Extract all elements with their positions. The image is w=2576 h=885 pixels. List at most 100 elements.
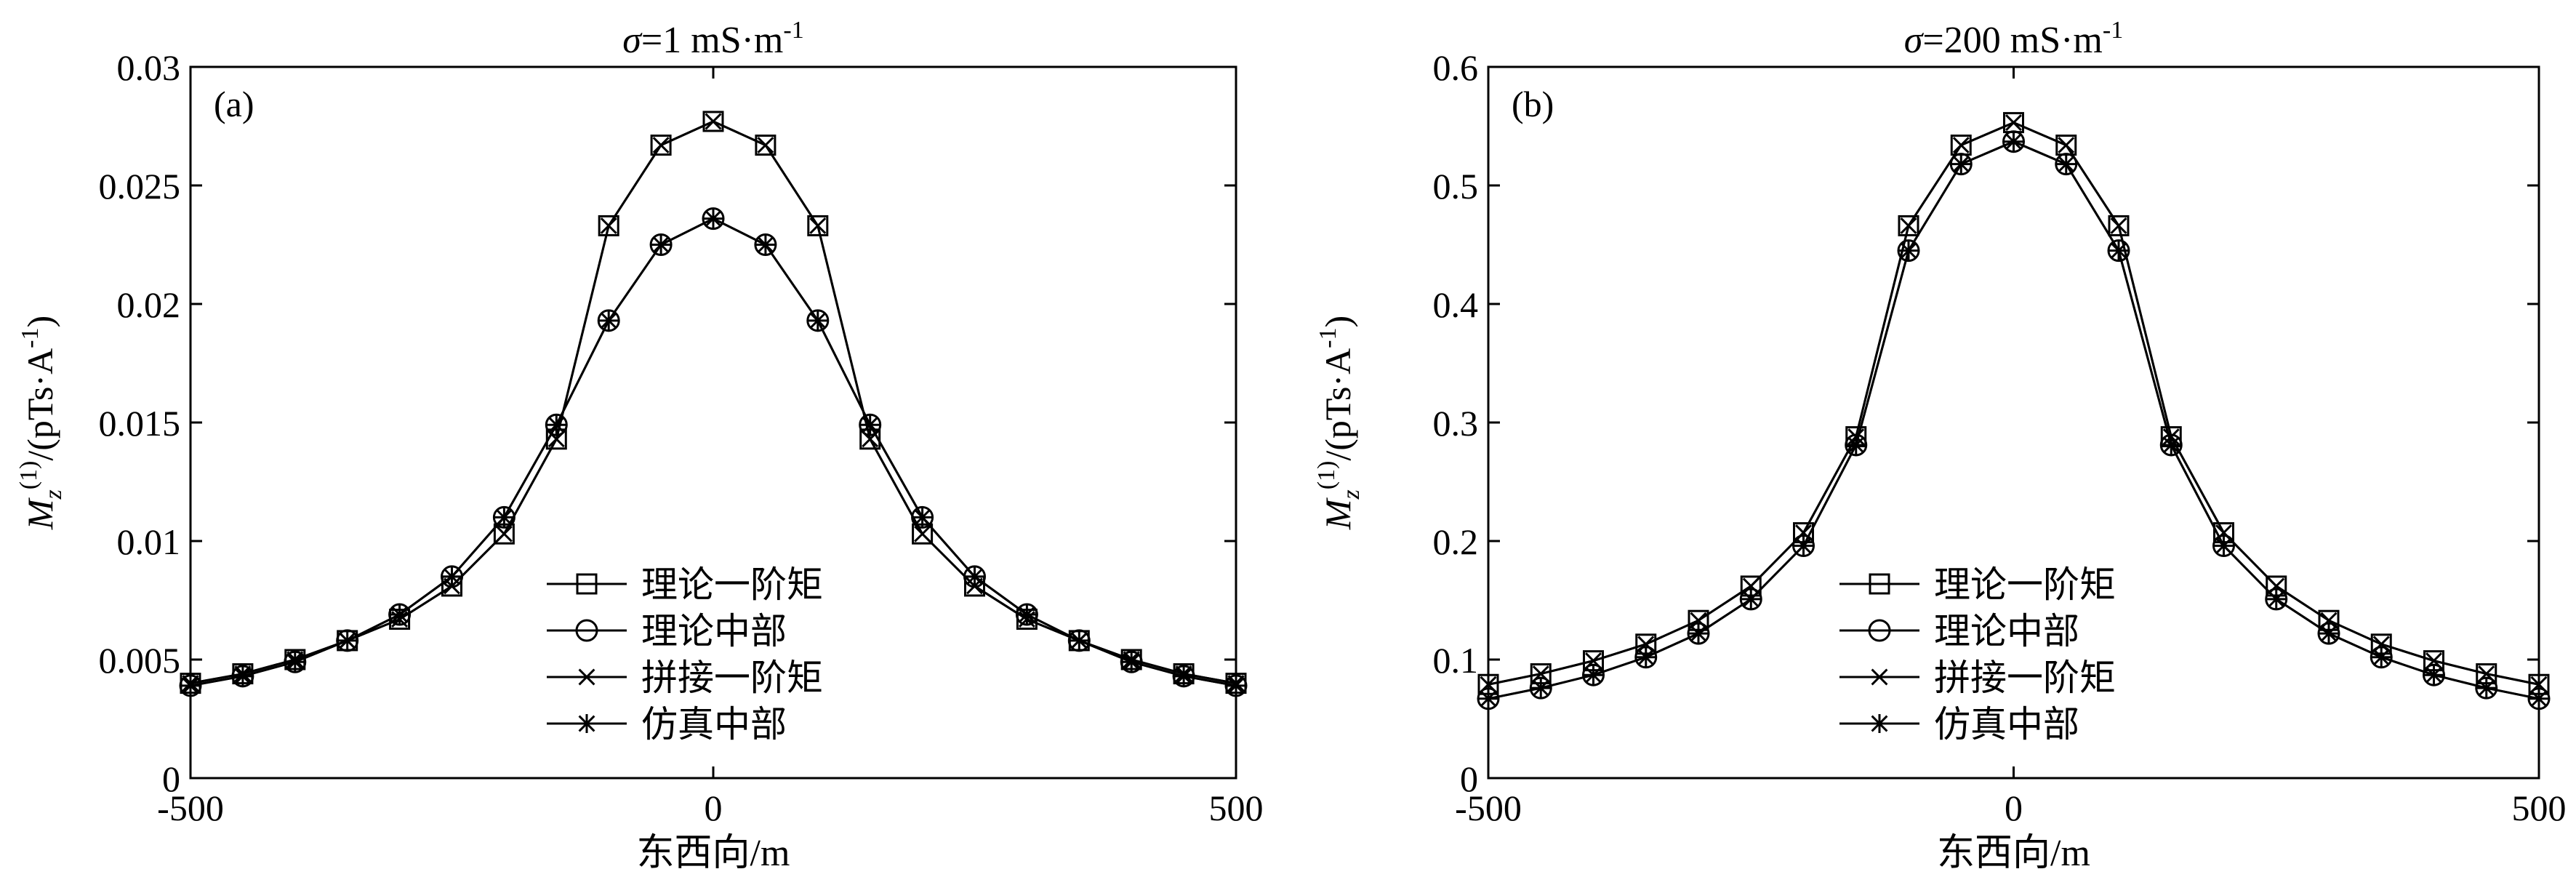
title-text: =1 mS·m — [641, 20, 783, 61]
data-point-star — [704, 209, 723, 228]
x-tick-label: -500 — [1455, 788, 1522, 828]
data-point-x — [809, 217, 827, 234]
data-point-x — [2425, 652, 2442, 670]
data-point-star — [442, 566, 462, 586]
y-label-close: ) — [20, 316, 60, 328]
data-point-star — [547, 415, 566, 435]
legend-label: 拼接一阶矩 — [641, 657, 823, 698]
data-point-circle — [1582, 663, 1605, 686]
data-point-star — [1689, 624, 1708, 644]
y-label-close: ) — [1317, 316, 1358, 328]
legend-entry: 仿真中部 — [1839, 704, 2079, 745]
y-label-unit-superscript: -1 — [17, 327, 44, 348]
data-point-star — [1794, 536, 1813, 556]
data-point-circle — [1634, 646, 1658, 669]
data-point-square — [755, 135, 777, 156]
data-point-star — [2056, 154, 2076, 174]
legend-label: 理论中部 — [1934, 611, 2079, 652]
data-point-square — [2108, 215, 2130, 236]
data-point-x — [600, 217, 617, 234]
data-point-star — [2214, 536, 2234, 556]
data-point-star — [1227, 676, 1245, 695]
data-point-circle — [179, 674, 202, 697]
title-sigma: σ — [622, 20, 643, 61]
data-point-star — [2424, 665, 2444, 685]
y-tick-label: 0.6 — [1433, 47, 1479, 88]
data-point-star — [2004, 132, 2023, 151]
legend-entry: 理论一阶矩 — [1839, 564, 2116, 605]
y-label-subscript: z — [40, 489, 67, 500]
legend-label: 理论中部 — [641, 611, 787, 652]
data-point-x — [2478, 665, 2495, 683]
legend-marker-x — [578, 668, 595, 686]
data-point-star — [1531, 678, 1551, 698]
data-point-star — [1741, 589, 1761, 609]
y-label-superscript: (1) — [1313, 461, 1340, 490]
legend-label: 拼接一阶矩 — [1934, 657, 2116, 698]
data-point-circle — [754, 233, 777, 256]
data-point-star — [2372, 647, 2391, 667]
x-tick-label: 500 — [2512, 788, 2567, 828]
data-point-x — [705, 113, 722, 130]
legend-marker-star — [577, 714, 596, 733]
data-point-star — [181, 676, 200, 695]
data-point-star — [965, 566, 984, 586]
y-label-unit: /(pTs·A — [1317, 348, 1358, 461]
data-point-x — [1480, 676, 1497, 693]
data-point-circle — [806, 309, 830, 332]
chart-title: σ=200 mS·m-1 — [1904, 17, 2123, 61]
y-label-superscript: (1) — [15, 461, 42, 490]
series-square — [180, 111, 1247, 694]
data-point-circle — [1897, 239, 1920, 263]
data-point-x — [2320, 612, 2338, 629]
data-point-x — [2372, 636, 2390, 653]
data-point-square — [1898, 215, 1919, 236]
y-tick-label: 0.2 — [1433, 521, 1479, 562]
series-x — [1480, 114, 2548, 693]
data-point-circle — [1687, 622, 1710, 645]
data-point-circle — [2212, 534, 2235, 558]
title-superscript: -1 — [783, 17, 803, 44]
y-tick-label: 0.01 — [117, 521, 181, 562]
data-point-circle — [2055, 153, 2078, 176]
x-tick-label: 500 — [1209, 788, 1264, 828]
y-axis-label: Mz(1)/(pTs·A-1) — [1313, 316, 1365, 530]
data-point-x — [1532, 665, 1549, 683]
panel-label: (a) — [214, 84, 254, 124]
chart-title: σ=1 mS·m-1 — [622, 17, 803, 61]
data-point-circle — [2265, 588, 2288, 611]
y-tick-label: 0.005 — [99, 640, 181, 681]
data-point-circle — [1477, 687, 1500, 710]
data-point-star — [2162, 435, 2181, 454]
data-point-star — [651, 235, 671, 255]
legend-marker-square — [576, 573, 598, 595]
y-tick-label: 0.1 — [1433, 640, 1479, 681]
legend-entry: 仿真中部 — [547, 704, 787, 745]
data-point-circle — [2107, 239, 2130, 263]
data-point-star — [755, 235, 775, 255]
data-point-circle — [1739, 588, 1762, 611]
data-point-x — [2530, 676, 2548, 693]
title-superscript: -1 — [2103, 17, 2123, 44]
data-point-star — [1584, 665, 1603, 685]
data-point-star — [1951, 154, 1971, 174]
data-point-circle — [2475, 676, 2498, 700]
y-tick-label: 0.03 — [117, 47, 181, 88]
legend-label: 理论一阶矩 — [641, 564, 823, 605]
title-text: =200 mS·m — [1922, 20, 2102, 61]
data-point-x — [2058, 137, 2075, 154]
y-label-symbol: M — [20, 497, 60, 530]
data-point-star — [2109, 241, 2128, 260]
y-tick-label: 0.015 — [99, 403, 181, 444]
y-tick-label: 0 — [162, 758, 180, 799]
data-point-star — [1846, 435, 1866, 454]
data-point-x — [1742, 577, 1760, 595]
y-axis-label: Mz(1)/(pTs·A-1) — [15, 316, 67, 530]
data-point-star — [1122, 652, 1141, 672]
legend-marker-square — [1869, 573, 1890, 595]
y-tick-label: 0.3 — [1433, 403, 1479, 444]
data-point-star — [2476, 678, 2496, 698]
data-point-star — [1899, 241, 1918, 260]
data-point-circle — [1224, 674, 1248, 697]
